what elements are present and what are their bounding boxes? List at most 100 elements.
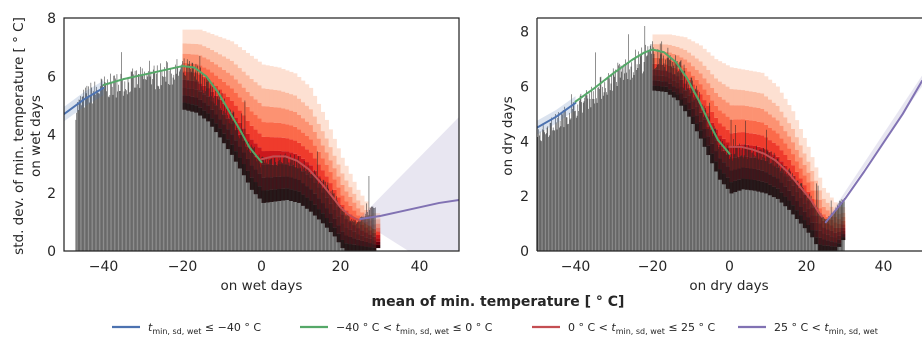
density-cell <box>222 69 227 82</box>
density-cell <box>352 210 357 218</box>
density-cell <box>320 111 325 132</box>
density-cell <box>791 111 796 130</box>
density-cell <box>198 55 203 66</box>
density-cell <box>222 38 227 57</box>
density-cell <box>320 158 325 171</box>
density-cell <box>806 182 811 192</box>
density-cell <box>281 137 286 152</box>
density-cell <box>312 158 318 171</box>
density-cell <box>257 61 262 86</box>
density-cell <box>717 81 723 97</box>
density-cell <box>293 111 298 127</box>
density-cell <box>273 66 278 91</box>
density-cell <box>806 146 811 162</box>
density-cell <box>829 197 834 207</box>
density-cell <box>245 133 250 147</box>
density-cell <box>273 90 278 108</box>
density-cell <box>198 44 203 56</box>
x-tick-label: 0 <box>257 259 266 275</box>
density-cell <box>721 99 726 114</box>
density-cell <box>218 36 223 55</box>
density-cell <box>679 36 684 49</box>
density-cell <box>710 87 715 101</box>
density-cell <box>289 71 294 95</box>
density-cell <box>729 105 734 120</box>
density-cell <box>706 94 711 106</box>
density-cell <box>798 168 803 179</box>
density-cell <box>308 139 314 153</box>
density-cell <box>348 187 353 197</box>
density-cell <box>675 55 680 63</box>
density-cell <box>190 29 195 44</box>
density-cell <box>741 119 746 133</box>
y-axis-label-wet-line2: on wet days <box>28 95 44 177</box>
density-cell <box>281 68 286 92</box>
density-cell <box>265 122 270 138</box>
fit-lines-wet <box>64 65 459 222</box>
legend-label: 0 ° C < tmin, sd, wet ≤ 25 ° C <box>568 321 716 336</box>
y-ticks-wet: 0 2 4 6 8 <box>47 11 56 260</box>
density-cell <box>821 214 827 221</box>
density-cell <box>771 117 776 131</box>
density-cell <box>744 106 750 120</box>
shared-x-axis-label: mean of min. temperature [ ° C] <box>372 294 625 310</box>
density-cell <box>316 151 322 165</box>
density-cell <box>316 103 322 124</box>
density-cell <box>249 55 254 79</box>
density-cell <box>775 86 780 106</box>
density-cell <box>293 126 298 141</box>
density-cell <box>791 165 796 176</box>
density-cell <box>810 190 815 200</box>
density-cell <box>729 67 734 90</box>
density-cell <box>741 69 746 91</box>
density-cell <box>360 212 365 219</box>
density-cell <box>312 95 318 117</box>
density-cell <box>764 96 769 112</box>
density-cell <box>717 110 723 124</box>
density-cell <box>241 102 246 116</box>
density-cell <box>297 142 302 156</box>
density-cell <box>261 106 266 123</box>
bars-wet <box>75 52 376 251</box>
density-cell <box>664 44 669 52</box>
density-cell <box>241 50 246 72</box>
density-cell <box>714 59 719 79</box>
density-cell <box>744 119 750 133</box>
density-cell <box>225 58 231 73</box>
density-cell <box>289 110 294 126</box>
density-cell <box>206 59 211 70</box>
density-cell <box>308 109 314 126</box>
fit-line-segment-1 <box>537 101 577 129</box>
density-cell <box>214 64 219 76</box>
density-cell <box>233 64 239 80</box>
density-cell <box>273 107 278 123</box>
density-cell <box>332 189 337 200</box>
density-cell <box>328 172 333 184</box>
density-cell <box>229 100 235 113</box>
density-cell <box>352 193 357 203</box>
confidence-band <box>537 96 576 135</box>
density-cell <box>706 69 711 84</box>
density-cell <box>779 138 784 151</box>
density-cell <box>332 155 337 169</box>
ci-band-dry <box>537 75 922 224</box>
density-cell <box>237 68 243 84</box>
density-cell <box>660 44 665 52</box>
density-cell <box>787 148 792 160</box>
density-cell <box>225 85 231 97</box>
density-cell <box>783 154 788 166</box>
fit-line-segment-1 <box>64 86 105 116</box>
density-cell <box>660 58 665 65</box>
density-cell <box>698 84 703 95</box>
density-cell <box>265 106 270 123</box>
density-cell <box>721 113 726 127</box>
density-cell <box>336 148 341 165</box>
density-cell <box>783 117 788 132</box>
density-cell <box>297 98 302 115</box>
density-cell <box>340 157 345 174</box>
density-cell <box>348 205 353 215</box>
density-cell <box>261 88 266 107</box>
density-cell <box>253 58 258 83</box>
density-cell <box>702 89 707 101</box>
density-cell <box>293 73 298 96</box>
